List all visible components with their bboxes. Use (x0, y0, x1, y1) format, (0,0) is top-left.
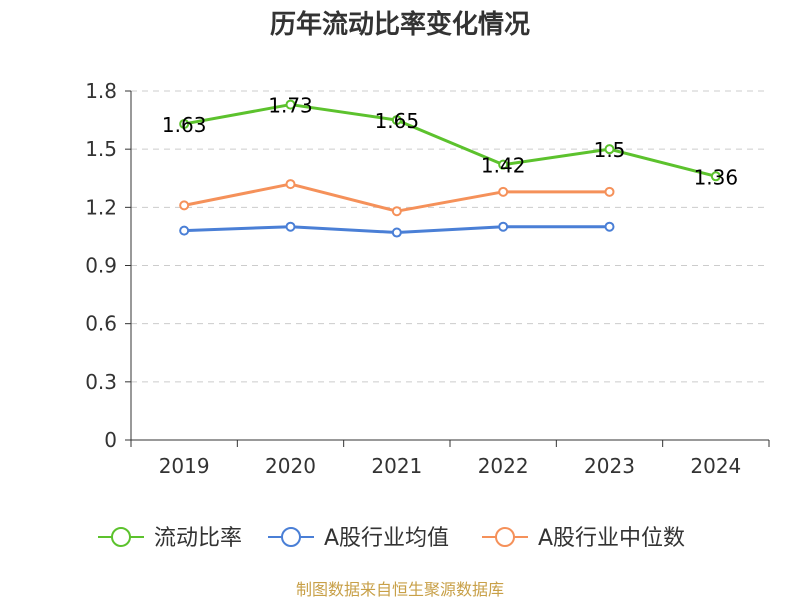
legend-item-0[interactable]: 流动比率 (98, 526, 242, 551)
series-lines (179, 99, 721, 238)
data-point (179, 200, 190, 211)
data-point (710, 171, 721, 182)
data-point (179, 118, 190, 129)
data-point (498, 159, 509, 170)
data-point (391, 227, 402, 238)
data-point (179, 225, 190, 236)
data-point (285, 99, 296, 110)
data-label: 1.65 (375, 109, 420, 133)
data-point (498, 221, 509, 232)
legend-label: A股行业均值 (324, 526, 449, 551)
legend-label: A股行业中位数 (538, 526, 685, 551)
series-2 (179, 179, 615, 217)
data-label: 1.5 (594, 138, 626, 162)
data-point (604, 144, 615, 155)
data-point (391, 206, 402, 217)
legend[interactable]: 流动比率 A股行业均值 A股行业中位数 (98, 526, 685, 551)
legend-marker (495, 527, 515, 547)
legend-label: 流动比率 (154, 526, 242, 551)
series-0 (179, 99, 721, 182)
y-tick-label: 1.5 (85, 137, 117, 161)
series-line (183, 103, 717, 178)
data-labels: 1.63 1.73 1.65 1.42 1.5 1.36 (162, 94, 738, 190)
data-point (285, 221, 296, 232)
source-note: 制图数据来自恒生聚源数据库 (296, 580, 504, 599)
data-point (285, 179, 296, 190)
grid-lines (131, 90, 769, 383)
legend-marker (111, 527, 131, 547)
x-tick-label: 2024 (690, 454, 741, 478)
y-tick-label: 1.8 (85, 79, 117, 103)
data-point (604, 186, 615, 197)
y-tick-label: 0.3 (85, 370, 117, 394)
data-label: 1.36 (694, 165, 739, 189)
y-tick-label: 0.6 (85, 312, 117, 336)
legend-item-1[interactable]: A股行业均值 (268, 526, 449, 551)
legend-item-2[interactable]: A股行业中位数 (482, 526, 685, 551)
chart-title: 历年流动比率变化情况 (270, 9, 530, 40)
data-label: 1.73 (268, 94, 313, 118)
y-tick-label: 1.2 (85, 195, 117, 219)
x-tick-label: 2022 (478, 454, 529, 478)
legend-marker (281, 527, 301, 547)
data-point (498, 186, 509, 197)
data-label: 1.42 (481, 154, 526, 178)
data-point (391, 115, 402, 126)
data-label: 1.63 (162, 113, 207, 137)
data-point (604, 221, 615, 232)
axes: 0 0.3 0.6 0.9 1.2 1.5 1.8 2019 2020 2021 2022 2023 2… (85, 79, 770, 478)
y-tick-label: 0 (104, 428, 117, 452)
x-tick-label: 2020 (265, 454, 316, 478)
x-tick-label: 2019 (159, 454, 210, 478)
series-1 (179, 221, 615, 238)
x-tick-label: 2021 (371, 454, 422, 478)
y-tick-label: 0.9 (85, 254, 117, 278)
x-tick-label: 2023 (584, 454, 635, 478)
